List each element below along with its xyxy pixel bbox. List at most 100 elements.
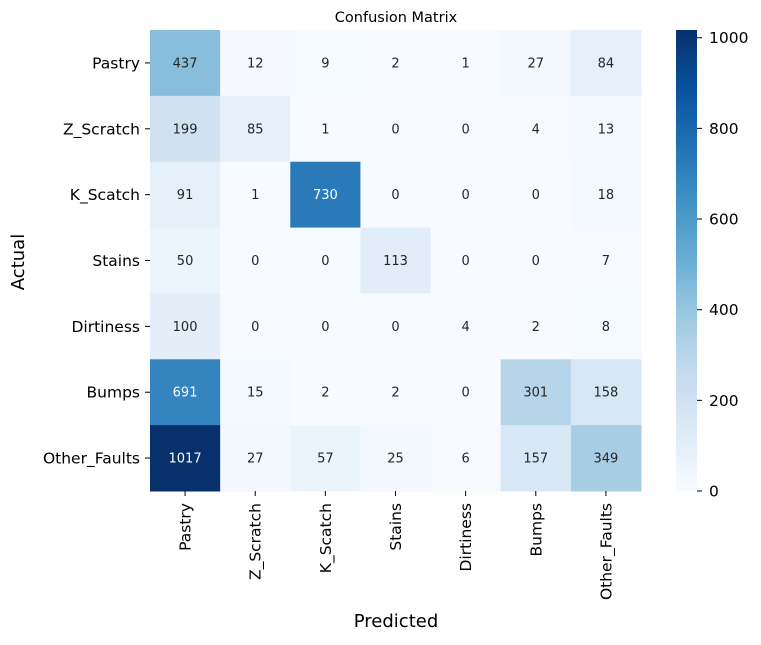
heatmap-cell [430,227,502,294]
cell-value-label: 18 [598,188,615,203]
y-tick-label: Pastry [92,54,140,72]
cell-value-label: 437 [173,56,198,71]
heatmap-cell [220,161,291,229]
x-tick-label: Other_Faults [597,503,616,600]
colorbar-tick-label: 0 [709,483,719,501]
heatmap-cell [360,95,432,163]
colorbar-gradient [676,30,697,491]
cell-value-label: 0 [391,188,399,203]
cell-value-label: 0 [462,254,470,269]
heatmap-cell [430,95,502,163]
heatmap-cell [150,359,221,426]
cell-value-label: 1017 [169,452,202,467]
y-tick-label: Dirtiness [71,318,140,336]
cell-value-label: 0 [321,320,329,335]
heatmap-cell [430,293,502,360]
heatmap-cell [430,161,502,229]
cell-value-label: 0 [462,188,470,203]
cell-value-label: 13 [598,122,615,137]
cell-value-label: 0 [532,254,540,269]
x-tick-label: Z_Scratch [247,503,266,580]
cell-value-label: 691 [173,386,198,401]
cell-value-label: 158 [594,386,619,401]
heatmap-cell [220,359,291,426]
heatmap-cell [290,30,361,97]
cell-value-label: 1 [462,56,470,71]
cell-value-label: 91 [177,188,194,203]
cell-value-label: 12 [247,56,264,71]
heatmap-cell [150,30,221,97]
heatmap-cell [430,425,502,492]
heatmap-cell [500,227,572,294]
heatmap-cell [570,227,642,294]
heatmap-cell [220,95,291,163]
x-tick-label: Dirtiness [457,503,475,572]
heatmap-cell [150,425,221,492]
cell-value-label: 2 [321,386,329,401]
heatmap-cell [500,161,572,229]
heatmap-cell [220,227,291,294]
x-tick-label: Pastry [177,503,195,551]
x-tick-label: Stains [387,503,405,551]
y-tick-label: K_Scatch [70,186,140,205]
cell-value-label: 50 [177,254,194,269]
heatmap-cell [570,293,642,360]
cell-value-label: 57 [317,452,334,467]
y-tick-label: Other_Faults [43,450,140,469]
x-tick-label: K_Scatch [317,503,336,573]
cell-value-label: 4 [532,122,540,137]
heatmap-cell [360,293,432,360]
heatmap-cell [360,425,432,492]
cell-value-label: 199 [173,122,198,137]
heatmap-cell [220,30,291,97]
heatmap-cell [150,227,221,294]
cell-value-label: 0 [391,122,399,137]
cell-value-label: 113 [383,254,408,269]
heatmap-cell [360,227,432,294]
heatmap-cell [570,425,642,492]
colorbar-tick-label: 600 [709,211,739,229]
heatmap-cell [220,425,291,492]
heatmap-cell [500,425,572,492]
cell-value-label: 1 [321,122,329,137]
heatmap-cells [150,30,642,492]
heatmap-cell [290,293,361,360]
cell-value-label: 85 [247,122,264,137]
colorbar-tick-label: 400 [709,301,739,319]
cell-value-label: 6 [462,452,470,467]
cell-value-label: 9 [321,56,329,71]
heatmap-cell [360,161,432,229]
cell-value-label: 7 [602,254,610,269]
cell-value-label: 0 [462,122,470,137]
cell-value-label: 1 [251,188,259,203]
x-axis-label: Predicted [354,611,439,632]
cell-value-label: 301 [523,386,548,401]
x-tick-label: Bumps [527,503,545,556]
heatmap-cell [290,95,361,163]
cell-value-label: 349 [594,452,619,467]
heatmap-cell [290,161,361,229]
heatmap-cell [570,30,642,97]
heatmap-cell [430,30,502,97]
cell-value-label: 15 [247,386,264,401]
heatmap-cell [220,293,291,360]
y-tick-label: Bumps [87,384,140,402]
cell-value-label: 0 [532,188,540,203]
heatmap-cell [500,359,572,426]
colorbar-tick-label: 1000 [709,29,748,47]
heatmap-cell [150,95,221,163]
cell-value-label: 27 [247,452,264,467]
chart-title: Confusion Matrix [335,10,458,26]
cell-value-label: 730 [313,188,338,203]
heatmap-cell [500,30,572,97]
cell-value-label: 0 [391,320,399,335]
cell-value-label: 0 [251,320,259,335]
heatmap-cell [290,425,361,492]
y-axis-label: Actual [8,234,29,290]
cell-value-label: 2 [391,386,399,401]
cell-value-label: 2 [532,320,540,335]
x-axis: Pastry Z_Scratch K_Scatch Stains Dirtiness Bu… [177,491,616,600]
cell-value-label: 100 [173,320,198,335]
cell-value-label: 25 [387,452,404,467]
